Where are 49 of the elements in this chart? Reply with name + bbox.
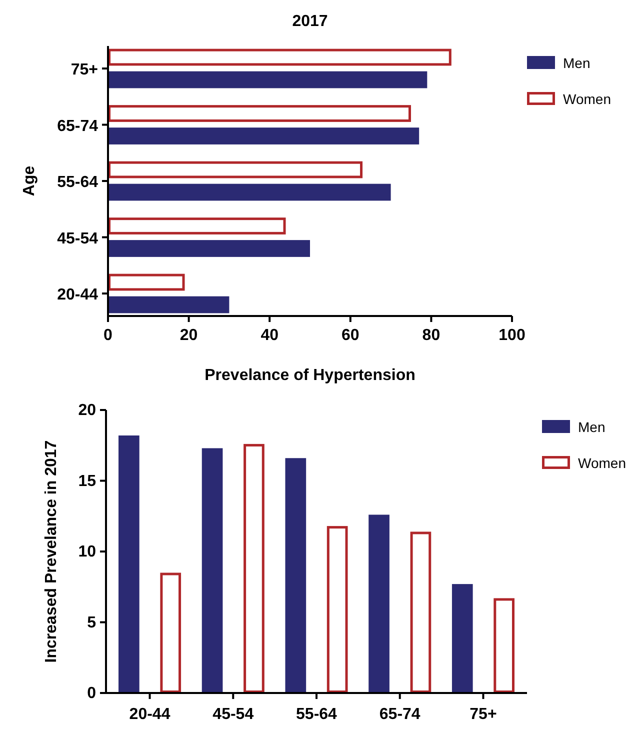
legend-label: Women bbox=[578, 455, 626, 471]
bar bbox=[108, 274, 185, 291]
y-tick-label: 15 bbox=[78, 472, 96, 490]
bar bbox=[108, 161, 363, 178]
y-tick-label: 65-74 bbox=[57, 118, 98, 135]
y-axis-title: Age bbox=[21, 166, 38, 196]
bar bbox=[108, 71, 428, 88]
x-tick-label: 0 bbox=[104, 327, 113, 344]
bar bbox=[108, 48, 452, 66]
bar bbox=[244, 444, 264, 693]
bar bbox=[368, 514, 390, 693]
x-tick-label: 20-44 bbox=[129, 706, 170, 723]
y-tick-label: 10 bbox=[78, 544, 96, 560]
x-tick-label: 100 bbox=[498, 327, 526, 344]
x-tick-label: 45-54 bbox=[212, 706, 254, 723]
bar bbox=[108, 218, 286, 234]
bar bbox=[108, 128, 420, 144]
legend-label: Men bbox=[578, 419, 606, 435]
y-tick-label: 0 bbox=[87, 685, 96, 702]
x-axis-title: Prevelance of Hypertension bbox=[204, 367, 416, 384]
bar bbox=[108, 296, 230, 314]
legend-label: Men bbox=[563, 55, 590, 71]
legend-label: Women bbox=[563, 91, 611, 107]
bar bbox=[108, 240, 310, 257]
bar bbox=[326, 526, 348, 693]
x-tick-label: 55-64 bbox=[296, 706, 338, 723]
bar bbox=[285, 458, 306, 693]
bar bbox=[202, 448, 223, 693]
bar bbox=[108, 105, 411, 122]
bar bbox=[108, 184, 391, 201]
x-tick-label: 80 bbox=[422, 327, 440, 344]
y-tick-label: 55-64 bbox=[57, 174, 98, 191]
bar bbox=[452, 584, 473, 693]
bar bbox=[410, 532, 432, 693]
bar bbox=[494, 598, 514, 693]
y-tick-label: 5 bbox=[87, 614, 96, 632]
y-tick-label: 75+ bbox=[70, 62, 98, 78]
y-tick-label: 20-44 bbox=[57, 286, 98, 304]
y-tick-label: 20 bbox=[78, 402, 96, 419]
bar bbox=[160, 572, 182, 693]
y-axis-title: Increased Prevelance in 2017 bbox=[43, 440, 60, 663]
chart-title: 2017 bbox=[292, 13, 328, 30]
x-tick-label: 75+ bbox=[470, 706, 497, 723]
y-tick-label: 45-54 bbox=[57, 230, 98, 248]
x-tick-label: 40 bbox=[260, 327, 279, 344]
x-tick-label: 60 bbox=[342, 327, 360, 344]
bar bbox=[118, 435, 140, 693]
x-tick-label: 20 bbox=[180, 327, 198, 344]
x-tick-label: 65-74 bbox=[379, 706, 420, 723]
